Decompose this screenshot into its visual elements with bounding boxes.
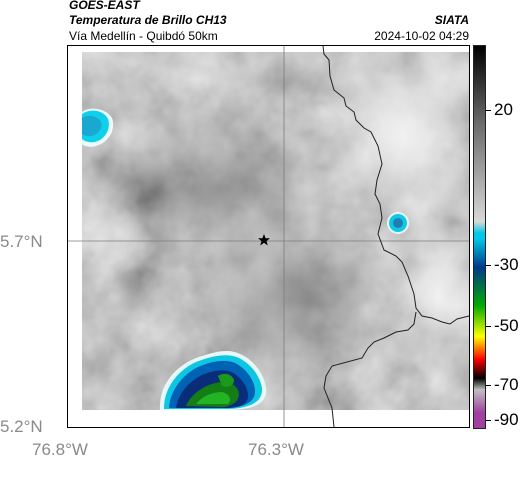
administrative-boundary [322, 46, 469, 427]
colorbar-tick [486, 420, 491, 421]
small-cold-cell [387, 212, 409, 234]
star-icon [258, 234, 270, 246]
map-canvas [68, 46, 469, 427]
colorbar-label: -90 [494, 410, 519, 429]
region-label: Vía Medellín - Quibdó 50km [69, 29, 218, 43]
colorbar-tick [486, 265, 491, 266]
lat-label-5-7: 5.7°N [0, 232, 43, 251]
lon-label-76-3: 76.3°W [248, 440, 304, 459]
graticule [68, 46, 469, 427]
colorbar-tick [486, 385, 491, 386]
agency-label: SIATA [434, 13, 469, 27]
colorbar-label: -50 [494, 316, 519, 335]
cold-cloud-top [82, 108, 114, 147]
product-title: Temperatura de Brillo CH13 [69, 13, 227, 27]
colorbar [473, 45, 486, 429]
colorbar-label: -30 [494, 255, 519, 274]
lon-label-76-8: 76.8°W [32, 440, 88, 459]
colorbar-label: 20 [494, 100, 513, 119]
timestamp-label: 2024-10-02 04:29 [374, 29, 469, 43]
colorbar-tick [486, 326, 491, 327]
satellite-name: GOES-EAST [69, 0, 140, 12]
colorbar-label: -70 [494, 375, 519, 394]
colorbar-tick [486, 110, 491, 111]
lat-label-5-2: 5.2°N [0, 417, 43, 436]
cloud-imagery [82, 46, 469, 410]
convective-storm [160, 351, 267, 410]
satellite-map[interactable] [67, 45, 470, 428]
